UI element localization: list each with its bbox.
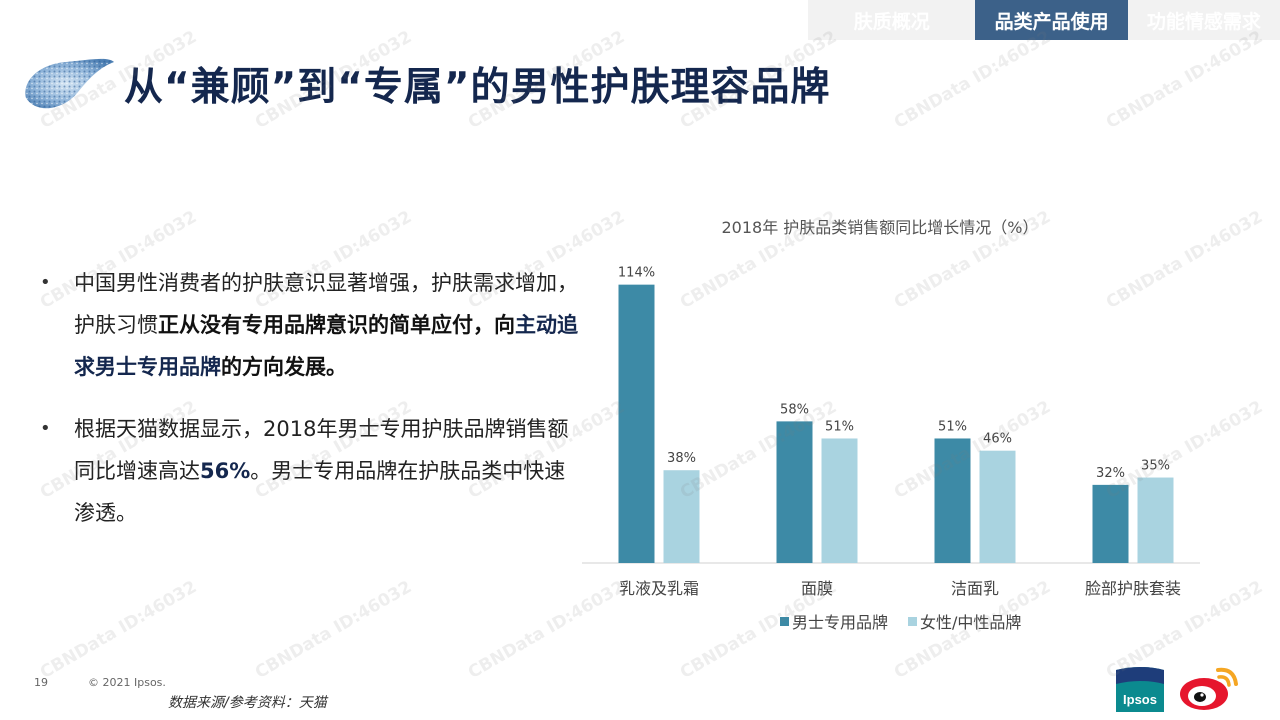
data-label: 114%	[618, 266, 655, 281]
weibo-logo-icon	[1180, 667, 1238, 710]
legend-swatch	[780, 617, 789, 626]
bullet-text: 根据天猫数据显示，2018年男士专用护肤品牌销售额同比增速高达	[74, 417, 569, 483]
page-number: 19	[34, 676, 48, 689]
tab-function-emotion-needs[interactable]: 功能情感需求	[1127, 0, 1280, 40]
bullet-dot-icon: •	[40, 272, 51, 293]
data-label: 32%	[1096, 466, 1125, 481]
legend-label: 男士专用品牌	[792, 613, 888, 632]
watermark-text: CBNData ID:46032	[890, 27, 1055, 133]
data-label: 51%	[825, 419, 854, 434]
bullet-dot-icon: •	[40, 418, 51, 439]
bar	[663, 470, 700, 563]
chart-canvas: 114% 38% 乳液及乳霜 58% 51% 面膜 51% 46% 洁面乳 32% 35% 脸部护肤套…	[582, 266, 1200, 632]
bullet-highlight-text: 56%	[200, 459, 251, 483]
copyright-text: © 2021 Ipsos.	[88, 676, 166, 689]
data-label: 46%	[983, 432, 1012, 447]
top-nav-tabs: 肤质概况 品类产品使用 功能情感需求	[808, 0, 1280, 40]
growth-bar-chart: 2018年 护肤品类销售额同比增长情况（%） 114% 38% 乳液及乳霜 58% 51…	[580, 200, 1200, 650]
watermark-text: CBNData ID:46032	[36, 577, 201, 683]
data-label: 58%	[780, 402, 809, 417]
data-source-note: 数据来源/参考资料：天猫	[168, 695, 327, 711]
data-label: 51%	[938, 419, 967, 434]
x-tick-label: 脸部护肤套装	[1085, 579, 1181, 598]
x-tick-label: 面膜	[801, 579, 833, 598]
data-label: 38%	[667, 451, 696, 466]
tab-category-product-use[interactable]: 品类产品使用	[975, 0, 1128, 40]
tab-skin-overview[interactable]: 肤质概况	[808, 0, 976, 40]
watermark-text: CBNData ID:46032	[251, 577, 416, 683]
bullet-list: • 中国男性消费者的护肤意识显著增强，护肤需求增加，护肤习惯正从没有专用品牌意识…	[40, 262, 580, 554]
bullet-text: 。男士专用品牌在护肤品类中快速渗透。	[74, 459, 566, 525]
ipsos-logo-icon: Ipsos	[1116, 667, 1164, 712]
bar	[934, 438, 971, 563]
bullet-highlight-text: 主动追求男士专用品牌	[74, 313, 578, 379]
bar	[1092, 484, 1129, 563]
bar	[821, 438, 858, 563]
ipsos-logo-text: Ipsos	[1123, 692, 1157, 707]
watermark-text: CBNData ID:46032	[1102, 27, 1267, 133]
page-title: 从“兼顾”到“专属”的男性护肤理容品牌	[124, 65, 831, 110]
legend-swatch	[908, 617, 917, 626]
bar	[618, 284, 655, 563]
x-tick-label: 乳液及乳霜	[619, 579, 699, 598]
bullet-item: • 中国男性消费者的护肤意识显著增强，护肤需求增加，护肤习惯正从没有专用品牌意识…	[40, 262, 580, 388]
bullet-bold-text: 正从没有专用品牌意识的简单应付，向	[158, 313, 515, 337]
legend-label: 女性/中性品牌	[920, 613, 1021, 632]
bullet-bold-text: 的方向发展。	[221, 355, 347, 379]
bar	[1137, 477, 1174, 563]
bullet-item: • 根据天猫数据显示，2018年男士专用护肤品牌销售额同比增速高达56%。男士专…	[40, 408, 580, 534]
chart-title: 2018年 护肤品类销售额同比增长情况（%）	[721, 218, 1039, 237]
bar	[979, 450, 1016, 563]
x-tick-label: 洁面乳	[951, 579, 999, 598]
cream-swatch-icon	[25, 58, 114, 109]
data-label: 35%	[1141, 459, 1170, 474]
bullet-text: 中国男性消费者的护肤意识显著增强，护肤需求增加，护肤习惯	[74, 271, 578, 337]
bar	[776, 421, 813, 563]
